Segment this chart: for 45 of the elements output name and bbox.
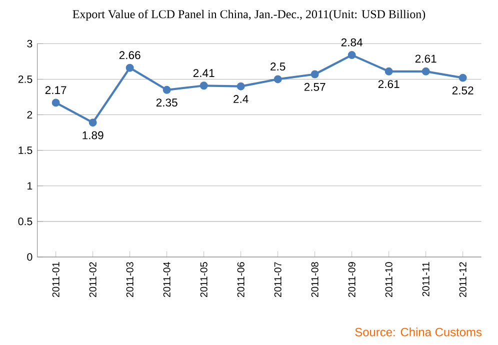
data-label: 2.35 (156, 98, 178, 107)
point (162, 86, 171, 94)
x-tick-label: 2011-02 (89, 262, 96, 298)
point (384, 67, 393, 76)
x-tick-label: 2011-09 (348, 262, 356, 298)
point (200, 82, 208, 90)
data-label: 2.41 (193, 69, 214, 77)
data-label: 2.5 (270, 62, 286, 71)
y-tick-label: 1 (28, 182, 32, 190)
x-tick-label: 2011-03 (126, 262, 134, 298)
y-tick-label: 2 (27, 111, 32, 118)
source-note: Source: China Customs (355, 328, 482, 336)
x-tick-label: 2011-04 (163, 262, 170, 298)
x-tick-label: 2011-08 (311, 262, 318, 298)
y-tick-label: 0.5 (18, 218, 32, 226)
point (458, 74, 467, 82)
x-tick-label: 2011-07 (274, 262, 282, 298)
y-tick-label: 3 (27, 40, 32, 48)
point (52, 98, 60, 107)
y-tick-label: 0 (27, 253, 32, 261)
x-tick-label: 2011-11 (422, 262, 430, 296)
data-label: 2.66 (119, 51, 140, 60)
data-label: 2.52 (452, 86, 474, 94)
point (348, 51, 356, 60)
x-tick-label: 2011-06 (237, 262, 244, 298)
x-tick-label: 2011-12 (459, 262, 466, 298)
data-label: 2.17 (45, 86, 66, 94)
point (274, 75, 282, 84)
data-label: 2.84 (341, 38, 362, 46)
y-tick-label: 2.5 (18, 75, 32, 83)
data-label: 2.61 (378, 80, 400, 88)
data-label: 2.4 (234, 95, 248, 103)
data-label: 2.57 (304, 82, 326, 91)
point (422, 67, 430, 76)
x-tick-label: 2011-01 (52, 262, 60, 298)
point (236, 82, 245, 90)
chart-title: Export Value of LCD Panel in China, Jan.-Dec., 2011(Unit: USD Billion) (72, 10, 426, 21)
data-label: 1.89 (82, 131, 104, 140)
data-label: 2.61 (415, 54, 436, 63)
x-tick-label: 2011-10 (385, 262, 392, 298)
x-tick-label: 2011-05 (200, 262, 208, 298)
point (88, 118, 97, 127)
point (126, 64, 134, 72)
y-tick-label: 1.5 (18, 146, 32, 154)
point (310, 70, 319, 78)
